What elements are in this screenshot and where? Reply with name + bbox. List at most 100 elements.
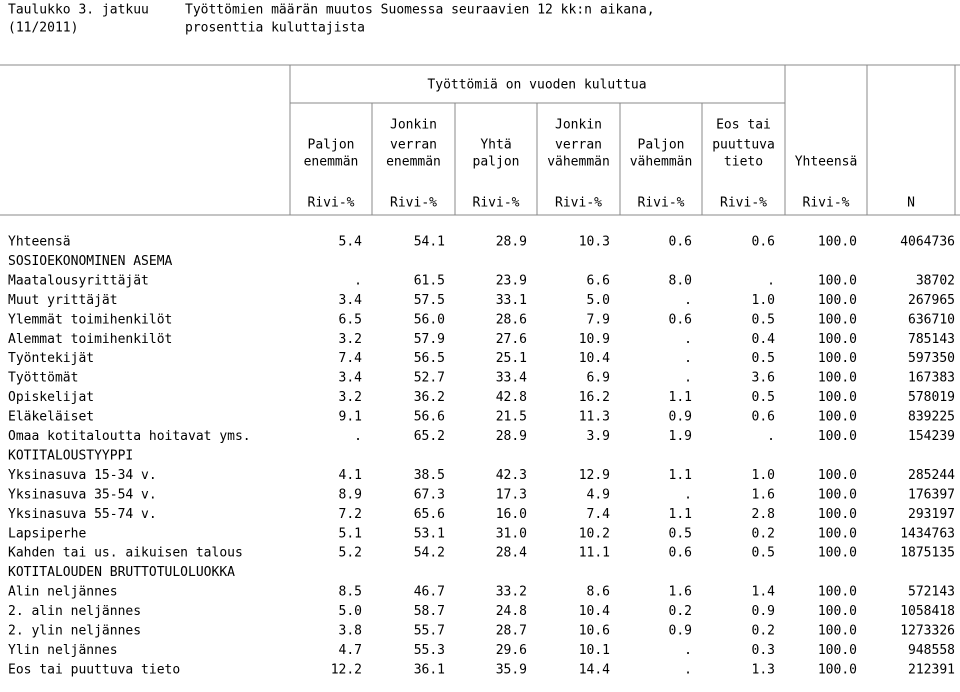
row-label: Yksinasuva 55-74 v. xyxy=(8,507,157,522)
cell: 52.7 xyxy=(414,371,445,386)
cell: 14.4 xyxy=(579,662,610,677)
cell: 100.0 xyxy=(818,604,857,619)
cell: 1.1 xyxy=(669,468,692,483)
unit-label: Rivi-% xyxy=(308,196,355,211)
cell: 1.3 xyxy=(752,662,775,677)
cell: 154239 xyxy=(908,429,955,444)
cell: 28.9 xyxy=(496,429,527,444)
cell: 100.0 xyxy=(818,273,857,288)
cell: 57.9 xyxy=(414,332,445,347)
cell: 8.9 xyxy=(339,487,362,502)
cell: 636710 xyxy=(908,312,955,327)
cell: 285244 xyxy=(908,468,955,483)
row-label: Ylemmät toimihenkilöt xyxy=(8,312,172,327)
cell: 167383 xyxy=(908,371,955,386)
cell: . xyxy=(767,429,775,444)
cell: 28.4 xyxy=(496,546,527,561)
cell: 58.7 xyxy=(414,604,445,619)
row-label: Ylin neljännes xyxy=(8,643,118,658)
cell: 839225 xyxy=(908,410,955,425)
row-label: 2. ylin neljännes xyxy=(8,624,141,639)
cell: 53.1 xyxy=(414,526,445,541)
cell: 1273326 xyxy=(900,624,955,639)
cell: 0.2 xyxy=(669,604,692,619)
cell: 67.3 xyxy=(414,487,445,502)
row-label: Eos tai puuttuva tieto xyxy=(8,662,180,677)
cell: 11.3 xyxy=(579,410,610,425)
cell: 10.6 xyxy=(579,624,610,639)
cell: 56.5 xyxy=(414,351,445,366)
column-header: enemmän xyxy=(386,155,441,170)
cell: 33.4 xyxy=(496,371,527,386)
row-label: Yhteensä xyxy=(8,235,71,250)
cell: 1.1 xyxy=(669,390,692,405)
cell: 0.5 xyxy=(669,526,692,541)
cell: 36.2 xyxy=(414,390,445,405)
cell: 54.1 xyxy=(414,235,445,250)
cell: 0.6 xyxy=(752,410,775,425)
cell: 0.6 xyxy=(752,235,775,250)
cell: 1.1 xyxy=(669,507,692,522)
cell: . xyxy=(684,643,692,658)
cell: 29.6 xyxy=(496,643,527,658)
cell: 8.6 xyxy=(587,585,610,600)
cell: 2.8 xyxy=(752,507,775,522)
cell: 5.0 xyxy=(587,293,610,308)
cell: 0.6 xyxy=(669,312,692,327)
unit-label: Rivi-% xyxy=(473,196,520,211)
group-header: Työttömiä on vuoden kuluttua xyxy=(427,78,646,93)
cell: 16.2 xyxy=(579,390,610,405)
cell: 1875135 xyxy=(900,546,955,561)
cell: 5.4 xyxy=(339,235,363,250)
cell: 267965 xyxy=(908,293,955,308)
cell: 23.9 xyxy=(496,273,527,288)
cell: 597350 xyxy=(908,351,955,366)
row-label: Lapsiperhe xyxy=(8,526,86,541)
cell: 0.5 xyxy=(752,390,775,405)
cell: 100.0 xyxy=(818,235,857,250)
cell: 0.3 xyxy=(752,643,775,658)
cell: 11.1 xyxy=(579,546,610,561)
row-label: Omaa kotitaloutta hoitavat yms. xyxy=(8,429,251,444)
cell: 38.5 xyxy=(414,468,445,483)
cell: . xyxy=(684,662,692,677)
cell: 10.2 xyxy=(579,526,610,541)
cell: 100.0 xyxy=(818,487,857,502)
unit-label: Rivi-% xyxy=(638,196,685,211)
cell: 293197 xyxy=(908,507,955,522)
row-label: 2. alin neljännes xyxy=(8,604,141,619)
cell: 100.0 xyxy=(818,351,857,366)
cell: 8.5 xyxy=(339,585,362,600)
unit-label: N xyxy=(907,196,915,211)
cell: 10.1 xyxy=(579,643,610,658)
cell: 0.9 xyxy=(669,410,692,425)
cell: 42.3 xyxy=(496,468,527,483)
row-label: Yksinasuva 15-34 v. xyxy=(8,468,157,483)
cell: 42.8 xyxy=(496,390,527,405)
cell: 3.2 xyxy=(339,390,362,405)
cell: 0.2 xyxy=(752,624,775,639)
section-label: KOTITALOUDEN BRUTTOTULOLUOKKA xyxy=(8,565,235,580)
cell: 0.5 xyxy=(752,312,775,327)
cell: 4.9 xyxy=(587,487,610,502)
date: (11/2011) xyxy=(8,21,78,36)
cell: 33.1 xyxy=(496,293,527,308)
cell: 31.0 xyxy=(496,526,527,541)
cell: 55.7 xyxy=(414,624,445,639)
row-label: Alin neljännes xyxy=(8,585,118,600)
cell: 65.2 xyxy=(414,429,445,444)
cell: 0.2 xyxy=(752,526,775,541)
cell: 65.6 xyxy=(414,507,445,522)
cell: 12.9 xyxy=(579,468,610,483)
cell: 100.0 xyxy=(818,371,857,386)
unit-label: Rivi-% xyxy=(803,196,850,211)
cell: 0.6 xyxy=(669,235,692,250)
cell: 100.0 xyxy=(818,507,857,522)
cell: 7.9 xyxy=(587,312,610,327)
cell: 6.9 xyxy=(587,371,610,386)
cell: 33.2 xyxy=(496,585,527,600)
cell: 3.4 xyxy=(339,293,363,308)
column-header: Jonkin xyxy=(390,118,437,133)
cell: 0.6 xyxy=(669,546,692,561)
cell: 0.4 xyxy=(752,332,776,347)
